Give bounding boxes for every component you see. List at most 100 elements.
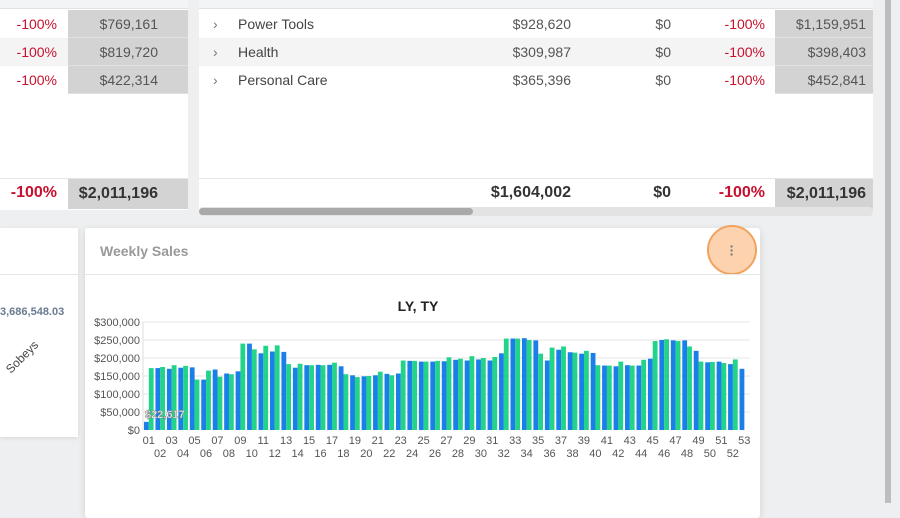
bar-ly[interactable]	[418, 361, 424, 430]
bar-ty[interactable]	[480, 358, 486, 430]
bar-ty[interactable]	[526, 340, 532, 430]
bar-ly[interactable]	[373, 375, 378, 430]
bar-ty[interactable]	[515, 338, 521, 430]
bar-ty[interactable]	[732, 359, 738, 430]
bar-ty[interactable]	[435, 360, 440, 430]
bar-ly[interactable]	[579, 353, 585, 430]
bar-ly[interactable]	[350, 375, 355, 430]
bar-ly[interactable]	[155, 368, 161, 430]
bar-ty[interactable]	[286, 364, 292, 430]
bar-ly[interactable]	[144, 421, 149, 430]
bar-ly[interactable]	[212, 369, 218, 430]
bar-ly[interactable]	[395, 373, 401, 430]
bar-ty[interactable]	[171, 365, 177, 430]
bar-ly[interactable]	[670, 340, 676, 430]
bar-ty[interactable]	[549, 347, 555, 430]
bar-ty[interactable]	[217, 376, 223, 430]
bar-ly[interactable]	[281, 351, 287, 430]
expand-chevron-icon[interactable]: ›	[213, 72, 218, 88]
bar-ly[interactable]	[384, 373, 390, 430]
bar-ty[interactable]	[194, 379, 200, 430]
bar-ly[interactable]	[453, 359, 459, 430]
scrollbar-thumb[interactable]	[199, 208, 473, 215]
bar-ty[interactable]	[309, 365, 314, 430]
bar-ly[interactable]	[304, 365, 310, 430]
bar-ly[interactable]	[659, 340, 665, 430]
table-row[interactable]: › Power Tools $928,620 $0 -100% $1,159,9…	[199, 10, 873, 38]
bar-ly[interactable]	[533, 340, 539, 430]
bar-ly[interactable]	[739, 368, 745, 430]
bar-ly[interactable]	[682, 340, 688, 430]
bar-ly[interactable]	[625, 365, 630, 430]
bar-ly[interactable]	[441, 361, 447, 430]
expand-chevron-icon[interactable]: ›	[213, 44, 218, 60]
bar-ly[interactable]	[247, 343, 252, 430]
bar-ly[interactable]	[476, 359, 481, 430]
bar-ty[interactable]	[297, 363, 303, 430]
bar-ly[interactable]	[201, 379, 207, 430]
bar-ty[interactable]	[721, 363, 727, 430]
bar-ty[interactable]	[228, 374, 234, 430]
bar-ty[interactable]	[274, 345, 280, 430]
table-row[interactable]: -100% $819,720	[0, 38, 188, 66]
bar-ly[interactable]	[728, 364, 733, 430]
table-row[interactable]: -100% $769,161	[0, 10, 188, 38]
bar-ly[interactable]	[269, 351, 275, 430]
bar-ty[interactable]	[343, 374, 349, 430]
bar-ly[interactable]	[407, 360, 413, 430]
bar-ly[interactable]	[556, 349, 562, 430]
bar-ty[interactable]	[584, 350, 589, 430]
bar-ly[interactable]	[487, 360, 493, 430]
bar-ty[interactable]	[332, 362, 337, 430]
bar-ty[interactable]	[251, 349, 257, 430]
bar-ty[interactable]	[160, 367, 166, 430]
bar-ty[interactable]	[538, 353, 544, 430]
bar-ty[interactable]	[664, 339, 669, 430]
bar-ty[interactable]	[469, 356, 475, 430]
bar-ty[interactable]	[366, 376, 372, 430]
bar-ly[interactable]	[315, 364, 321, 430]
card-menu-button[interactable]: · · ·	[707, 225, 757, 275]
bar-ty[interactable]	[709, 361, 715, 430]
bar-ly[interactable]	[705, 362, 710, 430]
bar-ly[interactable]	[178, 367, 184, 430]
bar-ly[interactable]	[510, 338, 516, 430]
bar-ty[interactable]	[263, 345, 269, 430]
bar-ty[interactable]	[561, 346, 566, 430]
table-row[interactable]: › Health $309,987 $0 -100% $398,403	[199, 38, 873, 66]
bar-ty[interactable]	[698, 361, 704, 430]
bar-ly[interactable]	[224, 373, 229, 430]
bar-ly[interactable]	[521, 338, 527, 430]
bar-ly[interactable]	[613, 366, 619, 430]
bar-ty[interactable]	[629, 365, 635, 430]
bar-ty[interactable]	[618, 361, 624, 430]
vertical-scrollbar[interactable]	[885, 0, 891, 503]
bar-ty[interactable]	[354, 377, 360, 430]
bar-ty[interactable]	[377, 371, 383, 430]
bar-ly[interactable]	[430, 361, 436, 430]
bar-ly[interactable]	[590, 352, 596, 430]
bar-ly[interactable]	[499, 353, 504, 430]
bar-ly[interactable]	[693, 350, 699, 430]
bar-ty[interactable]	[389, 375, 395, 430]
bar-ly[interactable]	[716, 361, 722, 430]
bar-ty[interactable]	[240, 343, 246, 430]
bar-ty[interactable]	[675, 341, 681, 430]
bar-ty[interactable]	[572, 352, 578, 430]
bar-ty[interactable]	[446, 357, 452, 430]
bar-ly[interactable]	[189, 367, 195, 430]
horizontal-scrollbar[interactable]	[199, 207, 873, 216]
table-row[interactable]: › Personal Care $365,396 $0 -100% $452,8…	[199, 66, 873, 94]
bar-ly[interactable]	[166, 368, 172, 430]
bar-ly[interactable]	[361, 376, 367, 430]
bar-ty[interactable]	[412, 360, 418, 430]
bar-ty[interactable]	[492, 356, 498, 430]
bar-ty[interactable]	[183, 365, 188, 430]
bar-ty[interactable]	[320, 365, 326, 430]
bar-ly[interactable]	[647, 358, 653, 430]
bar-ly[interactable]	[602, 365, 607, 430]
bar-ty[interactable]	[400, 360, 406, 430]
bar-ly[interactable]	[636, 365, 642, 430]
bar-ly[interactable]	[338, 366, 344, 430]
bar-ly[interactable]	[235, 371, 241, 430]
